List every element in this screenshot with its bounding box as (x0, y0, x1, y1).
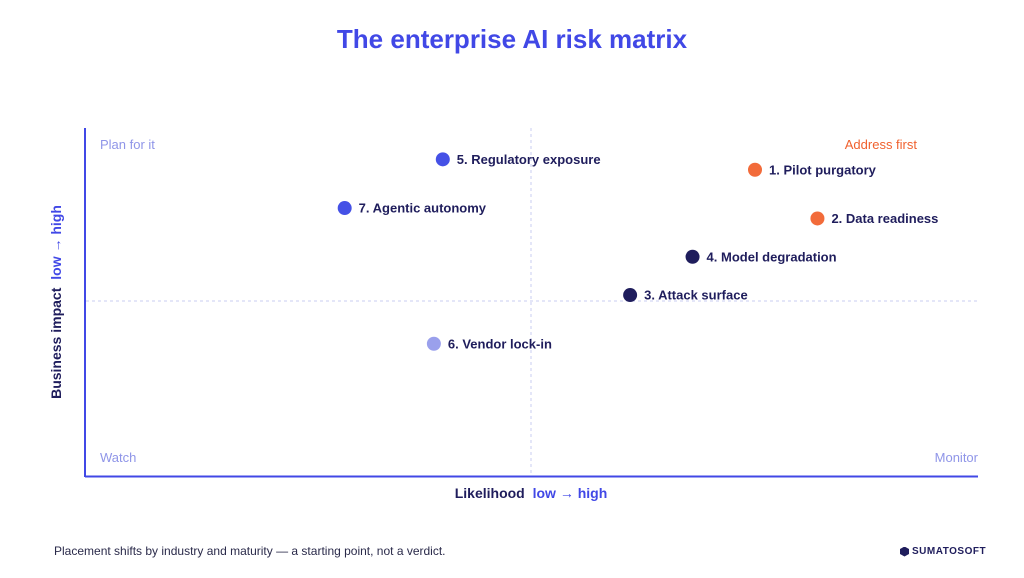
footnote: Placement shifts by industry and maturit… (54, 544, 446, 558)
data-point-marker (623, 288, 638, 303)
quadrant-label-top-left: Plan for it (100, 137, 155, 152)
data-points: 1. Pilot purgatory 2. Data readiness 3. At… (337, 152, 938, 351)
data-point-label: 4. Model degradation (707, 249, 837, 264)
logo-mark-icon (900, 546, 909, 557)
data-point-marker (685, 249, 700, 264)
data-point: 5. Regulatory exposure (435, 152, 601, 167)
x-axis-title: Likelihood low → high (455, 485, 608, 501)
y-axis-scale: low → high (48, 205, 64, 280)
x-axis-label: Likelihood (455, 485, 525, 501)
x-axis-scale: low → high (533, 485, 608, 501)
data-point-label: 6. Vendor lock-in (448, 336, 552, 351)
data-point-label: 2. Data readiness (831, 211, 938, 226)
data-point: 7. Agentic autonomy (337, 201, 487, 216)
data-point-marker (435, 152, 450, 167)
data-point: 3. Attack surface (623, 288, 748, 303)
y-axis-title: Business impact low → high (48, 205, 64, 399)
data-point-label: 3. Attack surface (644, 288, 748, 303)
chart-title: The enterprise AI risk matrix (336, 24, 688, 54)
data-point: 2. Data readiness (810, 211, 938, 226)
data-point-label: 1. Pilot purgatory (769, 162, 877, 177)
data-point-marker (426, 336, 441, 351)
data-point-label: 5. Regulatory exposure (457, 152, 601, 167)
data-point-label: 7. Agentic autonomy (359, 201, 487, 216)
data-point-marker (748, 162, 762, 177)
logo-text: SUMATOSOFT (912, 546, 987, 557)
company-logo: SUMATOSOFT (900, 546, 986, 557)
data-point-marker (810, 211, 825, 226)
quadrant-label-top-right: Address first (845, 137, 918, 152)
quadrant-label-bottom-left: Watch (100, 450, 136, 465)
quadrant-label-bottom-right: Monitor (935, 450, 979, 465)
y-axis-label: Business impact (48, 287, 64, 399)
data-point: 4. Model degradation (685, 249, 837, 264)
data-point: 1. Pilot purgatory (748, 162, 877, 177)
data-point-marker (337, 201, 352, 216)
data-point: 6. Vendor lock-in (426, 336, 552, 351)
